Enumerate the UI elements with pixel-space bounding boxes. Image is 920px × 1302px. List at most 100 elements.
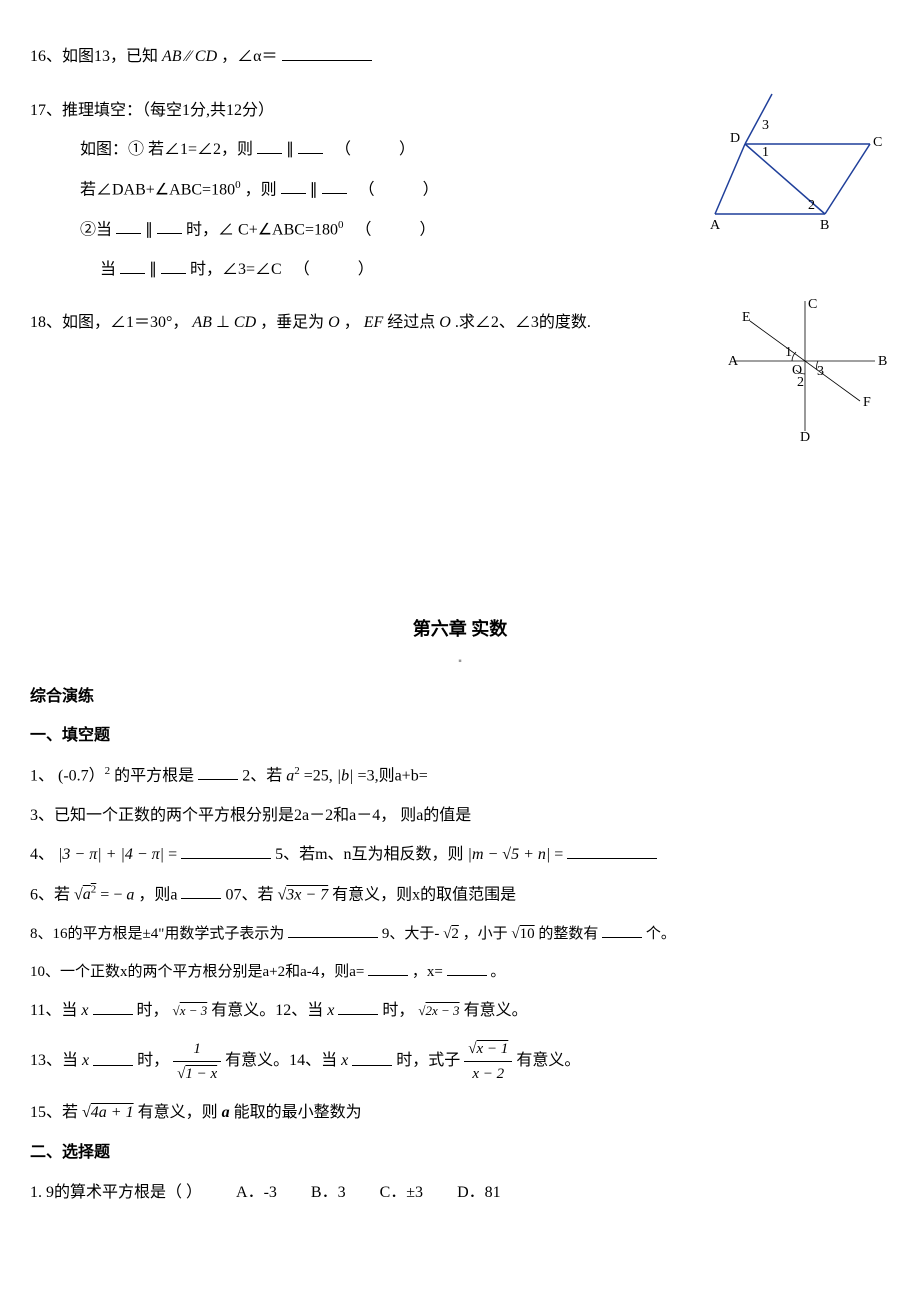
q17-par1: ∥ bbox=[286, 141, 294, 158]
q18-figure: A B C D E F O 1 2 3 bbox=[720, 296, 890, 446]
f10-b2 bbox=[447, 960, 487, 976]
f15-a: a bbox=[222, 1104, 230, 1121]
q18-C: C bbox=[808, 297, 817, 312]
f11-x2: x bbox=[327, 1002, 334, 1019]
f11-s1: x − 3 bbox=[180, 1003, 208, 1018]
q17-l3-b1 bbox=[116, 217, 141, 234]
f11-mid2: 时， bbox=[382, 1002, 414, 1019]
q17-fig-A: A bbox=[710, 218, 721, 233]
f1-b: b bbox=[341, 767, 349, 784]
q17-header: 17、推理填空：（每空1分,共12分） bbox=[30, 98, 690, 124]
q17-fig-3: 3 bbox=[762, 118, 769, 133]
section-practice: 综合演练 bbox=[30, 684, 890, 710]
question-18: 18、如图，∠1＝30°， AB ⊥ CD ，垂足为 O ， EF 经过点 O … bbox=[30, 296, 890, 455]
f13-x1: x bbox=[82, 1053, 89, 1070]
f5-blank bbox=[567, 842, 657, 859]
q17-line1: 如图：① 若∠1=∠2，则 ∥ （ ） bbox=[30, 137, 690, 163]
q16-ab: AB bbox=[162, 48, 182, 65]
q16-sep: ∕∕ bbox=[186, 48, 191, 65]
q18-text: 18、如图，∠1＝30°， AB ⊥ CD ，垂足为 O ， EF 经过点 O … bbox=[30, 310, 720, 336]
section-fill: 一、填空题 bbox=[30, 723, 890, 749]
f13-den1: 1 − x bbox=[185, 1066, 217, 1082]
f4-q5: 5、若m、n互为相反数，则 bbox=[275, 846, 463, 863]
f13-b1 bbox=[93, 1049, 133, 1066]
q17-par3: ∥ bbox=[145, 221, 153, 238]
q18-perp: ⊥ bbox=[216, 314, 230, 331]
f8-s10: 10 bbox=[520, 926, 535, 942]
q18-pass: 经过点 bbox=[387, 314, 435, 331]
center-dot: ▪ bbox=[30, 654, 890, 670]
f1-pre: 1、 (-0.7） bbox=[30, 767, 105, 784]
fill-6-7: 6、若 √a2 = − a ，则a 07、若 √3x − 7 有意义，则x的取值… bbox=[30, 882, 890, 908]
q18-ask: .求∠2、∠3的度数. bbox=[455, 314, 591, 331]
q17-fig-1: 1 bbox=[762, 145, 769, 160]
q17-fig-C: C bbox=[873, 135, 882, 150]
q18-ab: AB bbox=[192, 314, 212, 331]
f8-blank bbox=[288, 922, 378, 938]
f13-y: 有意义。14、当 bbox=[225, 1053, 337, 1070]
q17-l1-b1 bbox=[257, 137, 282, 154]
q17-l2-b2 bbox=[322, 177, 347, 194]
q17-l1-b2 bbox=[298, 137, 323, 154]
f4-e2: m − √5 + n bbox=[472, 846, 546, 863]
chapter-title: 第六章 实数 bbox=[30, 615, 890, 644]
f13-frac2: √x − 1 x − 2 bbox=[464, 1037, 512, 1086]
f11-pre: 11、当 bbox=[30, 1002, 77, 1019]
q18-A: A bbox=[728, 354, 739, 369]
f11-s2: 2x − 3 bbox=[426, 1003, 460, 1018]
f15-mid: 有意义，则 bbox=[138, 1104, 218, 1121]
f13-pre: 13、当 bbox=[30, 1053, 78, 1070]
q18-cd: CD bbox=[234, 314, 256, 331]
f11-b1 bbox=[93, 998, 133, 1015]
fill-10: 10、一个正数x的两个平方根分别是a+2和a-4，则a= ，x= 。 bbox=[30, 960, 890, 984]
f1-sq: =25, bbox=[304, 767, 333, 784]
f6-pre: 6、若 bbox=[30, 886, 74, 903]
f13-mid1: 时， bbox=[137, 1053, 169, 1070]
f13-x2: x bbox=[341, 1053, 348, 1070]
f6-blank bbox=[181, 882, 221, 899]
q17-sup2: 0 bbox=[338, 219, 344, 231]
q16-mid: ，∠α＝ bbox=[221, 48, 277, 65]
f11-b2 bbox=[338, 998, 378, 1015]
q17-l3-b2 bbox=[157, 217, 182, 234]
q18-mid: ，垂足为 bbox=[260, 314, 324, 331]
f15-s: 4a + 1 bbox=[91, 1104, 134, 1121]
q17-l4-paren: （ ） bbox=[286, 261, 374, 278]
q16-pre: 16、如图13，已知 bbox=[30, 48, 158, 65]
q17-l4-b1 bbox=[120, 257, 145, 274]
f10-b1 bbox=[368, 960, 408, 976]
q18-n2: 2 bbox=[797, 375, 804, 390]
q18-o: O bbox=[328, 314, 340, 331]
fill-8-9: 8、16的平方根是±4"用数学式子表示为 9、大于- √2 ，小于 √10 的整… bbox=[30, 922, 890, 946]
f6-sqrt: a bbox=[83, 886, 91, 903]
f6-a: a bbox=[126, 886, 134, 903]
q18-n3: 3 bbox=[817, 364, 824, 379]
fill-3: 3、已知一个正数的两个平方根分别是2a－2和a－4， 则a的值是 bbox=[30, 803, 890, 829]
c1-C: C．±3 bbox=[380, 1180, 423, 1206]
f4-e1b: 4 − π bbox=[125, 846, 160, 863]
q17-fig-B: B bbox=[820, 218, 829, 233]
c1-B: B．3 bbox=[311, 1180, 346, 1206]
c1-A: A．-3 bbox=[236, 1180, 277, 1206]
f6-tail: 有意义，则x的取值范围是 bbox=[332, 886, 516, 903]
q17-l4-sp bbox=[80, 261, 96, 278]
q16-cd: CD bbox=[195, 48, 217, 65]
f1-sup: 2 bbox=[105, 765, 111, 777]
f4-e1a: 3 − π bbox=[62, 846, 97, 863]
f6-eq: = − bbox=[100, 886, 122, 903]
q18-ef: EF bbox=[364, 314, 384, 331]
q17-l2-paren: （ ） bbox=[351, 181, 439, 198]
q17-par4: ∥ bbox=[149, 261, 157, 278]
q17-l3-mid: 时，∠ C+∠ABC=180 bbox=[186, 221, 338, 238]
fill-15: 15、若 √4a + 1 有意义，则 a 能取的最小整数为 bbox=[30, 1100, 890, 1126]
q17-sup1: 0 bbox=[235, 179, 241, 191]
f13-mid2: 时，式子 bbox=[396, 1053, 460, 1070]
fill-13-14: 13、当 x 时， 1 √1 − x 有意义。14、当 x 时，式子 √x − … bbox=[30, 1037, 890, 1086]
f11-mid1: 时， bbox=[137, 1002, 169, 1019]
c1-q: 1. 9的算术平方根是（ ） bbox=[30, 1184, 202, 1201]
fill-4-5: 4、 |3 − π| + |4 − π| = 5、若m、n互为相反数，则 |m … bbox=[30, 842, 890, 868]
q18-D: D bbox=[800, 430, 810, 445]
q18-E: E bbox=[742, 310, 751, 325]
q18-pre: 18、如图，∠1＝30°， bbox=[30, 314, 188, 331]
f4-blank bbox=[181, 842, 271, 859]
